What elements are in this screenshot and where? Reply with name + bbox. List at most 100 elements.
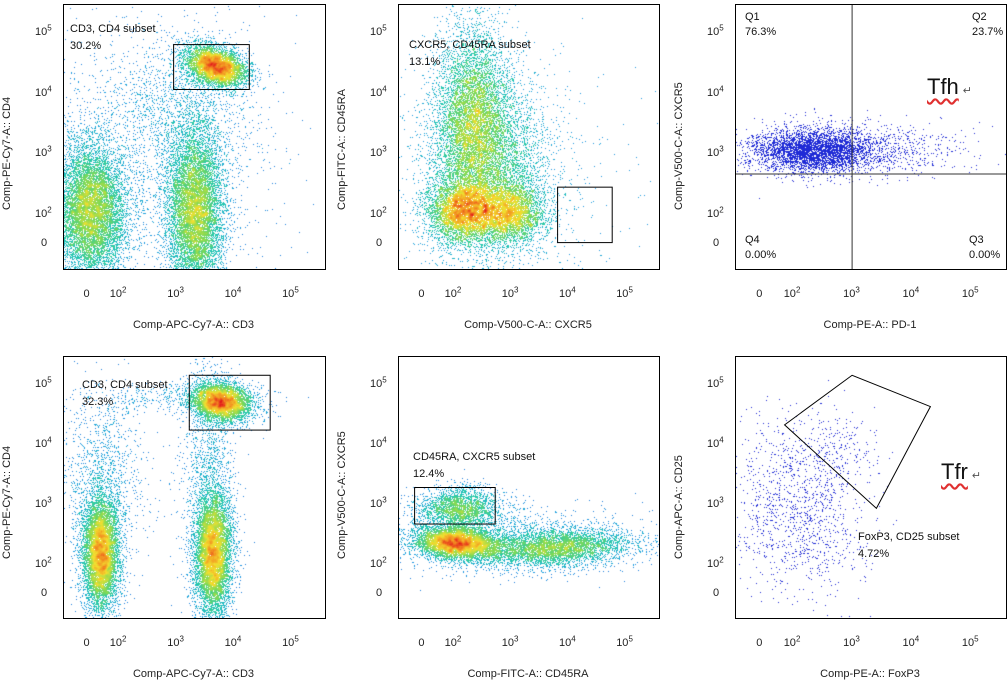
x-axis-label: Comp-PE-A:: FoxP3 xyxy=(820,668,920,680)
quadrant-name-q4: Q4 xyxy=(745,234,760,246)
x-tick-label: 0 xyxy=(83,288,89,300)
y-tick-base: 10 xyxy=(35,208,48,221)
gate-name-label: CXCR5, CD45RA subset xyxy=(409,39,531,51)
y-tick-exponent: 4 xyxy=(47,84,52,94)
y-tick-label: 0 xyxy=(376,237,382,249)
gate-polygon[interactable] xyxy=(783,374,932,510)
gate-rectangle[interactable] xyxy=(557,186,613,244)
x-tick-base: 10 xyxy=(961,637,975,649)
x-tick-label: 105 xyxy=(616,634,633,649)
x-tick-label: 102 xyxy=(783,286,801,300)
gate-name-label: CD3, CD4 subset xyxy=(70,23,156,35)
gate-rectangle[interactable] xyxy=(188,374,271,431)
quadrant-percent-q2: 23.7% xyxy=(972,26,1004,38)
y-tick-exponent: 2 xyxy=(382,205,387,215)
y-tick-base: 10 xyxy=(707,437,720,450)
x-tick-base: 10 xyxy=(444,637,457,649)
x-tick-base: 10 xyxy=(109,288,123,300)
gate-rectangle[interactable] xyxy=(173,44,250,90)
y-tick-base: 10 xyxy=(370,557,383,570)
y-tick-label: 105 xyxy=(707,376,724,390)
gate-percent-label: 12.4% xyxy=(413,468,445,480)
x-tick-exponent: 5 xyxy=(294,634,299,644)
x-tick-exponent: 3 xyxy=(179,285,184,295)
x-tick-exponent: 2 xyxy=(456,634,462,644)
x-tick-base: 10 xyxy=(501,637,515,649)
y-tick-exponent: 2 xyxy=(719,205,724,215)
x-tick-exponent: 3 xyxy=(514,634,519,644)
plot-area: CD3, CD4 subset 30.2% xyxy=(63,4,326,270)
x-tick-label: 103 xyxy=(167,635,184,649)
x-tick-label: 102 xyxy=(784,634,801,649)
y-tick-exponent: 3 xyxy=(719,495,724,505)
return-mark-icon: ↵ xyxy=(971,470,982,482)
x-tick-base: 10 xyxy=(224,637,237,649)
y-tick-base: 0 xyxy=(713,586,720,599)
y-tick-base: 0 xyxy=(376,586,383,599)
x-tick-label: 104 xyxy=(903,286,920,300)
y-tick-base: 10 xyxy=(35,147,48,160)
x-tick-label: 105 xyxy=(961,635,979,649)
x-tick-base: 10 xyxy=(902,637,915,649)
y-tick-base: 10 xyxy=(707,557,720,570)
x-tick-base: 0 xyxy=(418,288,425,300)
population-annotation: Tfr ↵ xyxy=(941,460,981,488)
x-tick-base: 10 xyxy=(843,288,856,300)
gate-rectangle[interactable] xyxy=(414,487,496,525)
x-tick-label: 103 xyxy=(167,285,184,300)
x-tick-exponent: 4 xyxy=(236,634,242,644)
x-tick-base: 0 xyxy=(83,637,90,649)
x-tick-label: 0 xyxy=(83,637,89,649)
x-tick-label: 103 xyxy=(843,285,860,300)
x-tick-base: 10 xyxy=(559,288,572,300)
quadrant-percent-q4: 0.00% xyxy=(745,249,777,261)
y-tick-label: 103 xyxy=(370,495,387,510)
x-tick-exponent: 4 xyxy=(571,285,576,295)
density-scatter-points xyxy=(64,357,325,618)
y-tick-exponent: 3 xyxy=(382,144,387,154)
y-tick-label: 0 xyxy=(376,587,382,599)
x-tick-label: 0 xyxy=(756,637,762,649)
y-tick-exponent: 4 xyxy=(382,84,387,94)
y-axis-label: Comp-V500-C-A:: CXCR5 xyxy=(336,431,348,559)
density-scatter-points xyxy=(736,5,1006,269)
x-tick-label: 105 xyxy=(962,285,979,300)
y-tick-exponent: 2 xyxy=(47,205,52,215)
x-axis-label: Comp-V500-C-A:: CXCR5 xyxy=(464,319,592,331)
quadrant-percent-q3: 0.00% xyxy=(969,249,1001,261)
x-tick-exponent: 2 xyxy=(122,634,127,644)
density-scatter-points xyxy=(399,5,659,269)
y-tick-base: 0 xyxy=(713,237,720,250)
quadrant-percent-q1: 76.3% xyxy=(745,26,777,38)
y-axis-label: Comp-PE-Cy7-A:: CD4 xyxy=(1,445,13,559)
y-tick-base: 10 xyxy=(370,86,383,99)
x-tick-base: 10 xyxy=(783,288,796,300)
x-tick-exponent: 5 xyxy=(974,285,979,295)
x-axis-label: Comp-FITC-A:: CD45RA xyxy=(467,668,589,680)
y-tick-base: 10 xyxy=(35,437,48,450)
y-tick-base: 10 xyxy=(707,26,720,39)
x-tick-base: 10 xyxy=(282,288,295,300)
y-tick-exponent: 4 xyxy=(382,435,387,445)
y-tick-exponent: 3 xyxy=(382,495,387,505)
y-tick-label: 103 xyxy=(707,495,724,510)
x-tick-base: 10 xyxy=(224,288,237,300)
y-tick-label: 102 xyxy=(707,205,724,220)
y-tick-exponent: 3 xyxy=(47,495,52,505)
gate-percent-label: 13.1% xyxy=(409,56,441,68)
y-tick-label: 105 xyxy=(370,376,387,390)
y-tick-exponent: 2 xyxy=(719,555,724,565)
y-tick-exponent: 5 xyxy=(47,375,52,385)
gate-name-label: CD3, CD4 subset xyxy=(82,379,168,391)
y-tick-base: 10 xyxy=(35,557,48,570)
x-tick-exponent: 2 xyxy=(795,634,801,644)
gate-overlay xyxy=(736,5,1006,269)
x-tick-base: 0 xyxy=(756,288,763,300)
y-tick-label: 105 xyxy=(35,375,52,390)
y-tick-exponent: 4 xyxy=(719,435,724,445)
y-tick-exponent: 5 xyxy=(719,23,724,33)
x-tick-exponent: 5 xyxy=(628,634,633,644)
x-tick-exponent: 3 xyxy=(855,285,860,295)
y-tick-base: 0 xyxy=(376,237,383,250)
x-tick-label: 103 xyxy=(843,635,860,649)
